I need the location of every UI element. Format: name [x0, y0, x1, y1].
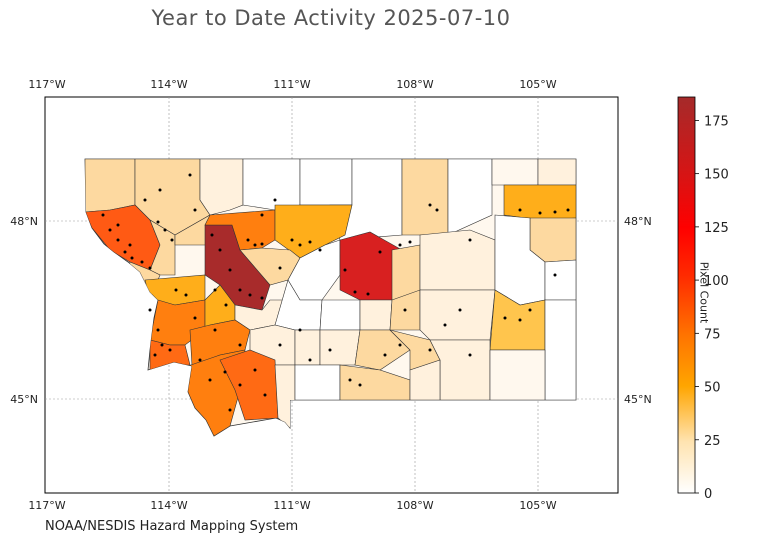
fire-detections	[101, 173, 570, 412]
county-toole	[242, 159, 301, 211]
lon-label: 117°W	[28, 78, 65, 91]
county-park-north	[294, 329, 321, 366]
county-golden-valley	[359, 299, 393, 331]
latitude-labels: 48°N 45°N 48°N 45°N	[10, 215, 651, 406]
county-glacier	[199, 159, 244, 216]
county-fallon	[544, 299, 576, 401]
county-hill	[299, 159, 353, 206]
county-sheridan	[537, 159, 576, 186]
map-title: Year to Date Activity 2025-07-10	[151, 6, 511, 30]
county-carbon-east	[409, 359, 441, 401]
county-powder-river	[489, 349, 546, 401]
colorbar-gradient	[677, 96, 696, 494]
county-dawson	[544, 259, 576, 301]
colorbar-tick-label: 75	[704, 327, 721, 342]
colorbar-tick-label: 25	[704, 434, 721, 449]
county-garfield	[419, 229, 496, 291]
county-wheatland	[319, 299, 361, 331]
colorbar-tick-label: 175	[704, 114, 729, 129]
lon-label: 108°W	[396, 78, 433, 91]
lat-label: 48°N	[624, 215, 652, 228]
colorbar-tick-label: 100	[704, 274, 729, 289]
lat-label: 45°N	[10, 393, 38, 406]
county-phillips	[401, 159, 449, 236]
montana-counties	[84, 158, 577, 437]
lon-label: 117°W	[28, 499, 65, 512]
lon-label: 114°W	[150, 499, 187, 512]
footer-credit: NOAA/NESDIS Hazard Mapping System	[45, 519, 299, 534]
lat-label: 45°N	[624, 393, 652, 406]
county-stillwater	[354, 329, 411, 371]
colorbar-tick-label: 50	[704, 381, 721, 396]
colorbar-tick-label: 125	[704, 221, 729, 236]
lat-label: 48°N	[10, 215, 38, 228]
colorbar-tick-label: 0	[704, 487, 712, 502]
county-lincoln	[85, 159, 136, 213]
county-sweet-grass	[319, 329, 361, 366]
lon-label: 114°W	[150, 78, 187, 91]
colorbar-ticks: 0 25 50 75 100 125 150 175	[695, 114, 729, 502]
county-valley	[447, 159, 493, 236]
county-park	[294, 364, 341, 401]
longitude-labels-bottom: 117°W 114°W 111°W 108°W 105°W	[28, 499, 556, 512]
lon-label: 108°W	[396, 499, 433, 512]
longitude-labels-top: 117°W 114°W 111°W 108°W 105°W	[28, 78, 556, 91]
colorbar-label: Pixel Count	[697, 261, 711, 324]
lon-label: 111°W	[273, 499, 310, 512]
county-roosevelt	[503, 184, 576, 221]
colorbar-tick-label: 150	[704, 168, 729, 183]
lon-label: 105°W	[519, 499, 556, 512]
colorbar: 0 25 50 75 100 125 150 175	[677, 96, 729, 502]
county-daniels	[491, 159, 539, 186]
lon-label: 105°W	[519, 78, 556, 91]
county-rosebud	[419, 289, 496, 341]
county-big-horn	[429, 339, 491, 401]
lon-label: 111°W	[273, 78, 310, 91]
